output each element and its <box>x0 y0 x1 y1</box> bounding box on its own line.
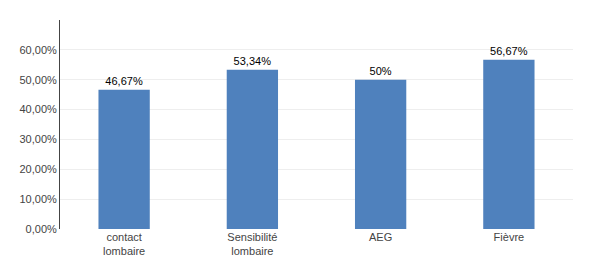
svg-text:0,00%: 0,00% <box>26 223 57 235</box>
svg-text:Sensibilitélombaire: Sensibilitélombaire <box>227 231 277 257</box>
svg-text:AEG: AEG <box>369 231 392 243</box>
svg-text:10,00%: 10,00% <box>19 193 57 205</box>
svg-text:Fièvre: Fièvre <box>494 231 525 243</box>
svg-text:50,00%: 50,00% <box>19 74 57 86</box>
svg-text:60,00%: 60,00% <box>19 44 57 56</box>
svg-text:53,34%: 53,34% <box>234 55 272 67</box>
svg-text:30,00%: 30,00% <box>19 133 57 145</box>
svg-text:40,00%: 40,00% <box>19 103 57 115</box>
svg-text:20,00%: 20,00% <box>19 163 57 175</box>
svg-text:50%: 50% <box>370 65 392 77</box>
svg-text:56,67%: 56,67% <box>490 45 528 57</box>
svg-text:46,67%: 46,67% <box>105 75 143 87</box>
svg-text:contactlombaire: contactlombaire <box>103 231 145 257</box>
